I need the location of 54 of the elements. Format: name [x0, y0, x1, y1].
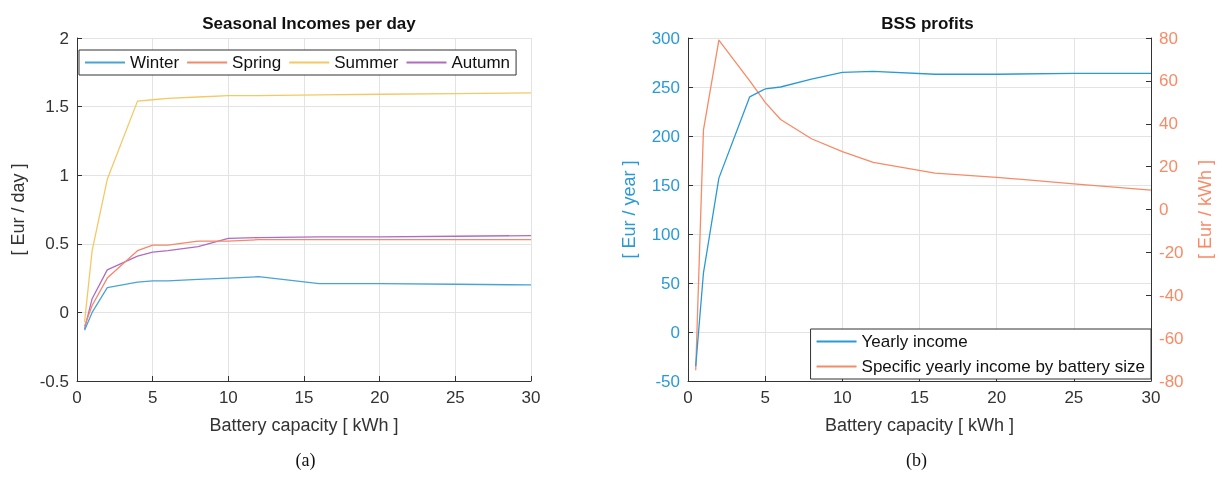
y-tick-label: -50	[655, 371, 680, 391]
y-tick-label: 300	[651, 28, 680, 48]
y-axis-title: [ Eur / year ]	[619, 160, 639, 259]
y-tick-label: 250	[651, 77, 680, 97]
y2-tick-label: 60	[1159, 71, 1178, 91]
x-tick-label: 25	[445, 388, 465, 407]
y-tick-label: 200	[651, 126, 680, 146]
x-tick-label: 5	[147, 388, 158, 407]
line-series	[83, 92, 532, 323]
x-tick-label: 15	[294, 388, 314, 407]
legend-label: Autumn	[451, 53, 511, 72]
x-axis-title: Battery capacity [ kWh ]	[209, 415, 399, 435]
legend-label: Spring	[232, 53, 282, 72]
x-tick-label: 15	[910, 388, 929, 407]
text: (a)	[295, 450, 316, 471]
x-tick-label: 25	[1064, 388, 1084, 407]
y2-tick-label: -20	[1159, 242, 1184, 262]
y-tick-label: -0.5	[39, 371, 69, 391]
x-tick-label: 0	[72, 388, 82, 407]
line-series	[83, 276, 532, 331]
x-tick-label: 20	[987, 388, 1007, 407]
y-tick-label: 1.5	[45, 97, 69, 117]
legend-label: Yearly income	[861, 332, 968, 351]
legend-label: Summer	[334, 53, 399, 72]
y2-tick-label: 20	[1159, 157, 1178, 177]
y2-tick-label: 40	[1159, 114, 1178, 134]
x-tick-label: 30	[521, 388, 541, 407]
legend-label: Specific yearly income by battery size	[861, 357, 1146, 376]
y-tick-label: 100	[651, 224, 680, 244]
x-tick-label: 0	[683, 388, 693, 407]
y-tick-label: 0	[59, 302, 69, 322]
y-axis-title: [ Eur / day ]	[8, 163, 28, 256]
y-tick-label: 2	[59, 28, 69, 48]
x-tick-label: 30	[1141, 388, 1161, 407]
x-tick-label: 5	[760, 388, 770, 407]
text: (b)	[906, 450, 928, 471]
y-tick-label: 1	[59, 165, 69, 185]
y2-tick-label: -80	[1159, 371, 1184, 391]
x-tick-label: 10	[832, 388, 852, 407]
y-tick-label: 50	[661, 273, 680, 293]
y-tick-label: 0.5	[45, 234, 69, 254]
y2-tick-label: -40	[1159, 285, 1184, 305]
x-tick-label: 10	[218, 388, 238, 407]
legend-label: Winter	[130, 53, 180, 72]
y2-tick-label: 80	[1159, 28, 1178, 48]
y-tick-label: 150	[651, 175, 680, 195]
y2-tick-label: -60	[1159, 328, 1184, 348]
x-axis-title: Battery capacity [ kWh ]	[824, 415, 1015, 435]
y-tick-label: 0	[670, 322, 680, 342]
y2-axis-title: [ Eur / kWh ]	[1195, 159, 1215, 260]
y2-tick-label: 0	[1159, 200, 1169, 219]
chart-title: BSS profits	[881, 14, 974, 33]
x-tick-label: 20	[370, 388, 390, 407]
chart-title: Seasonal Incomes per day	[202, 14, 417, 33]
